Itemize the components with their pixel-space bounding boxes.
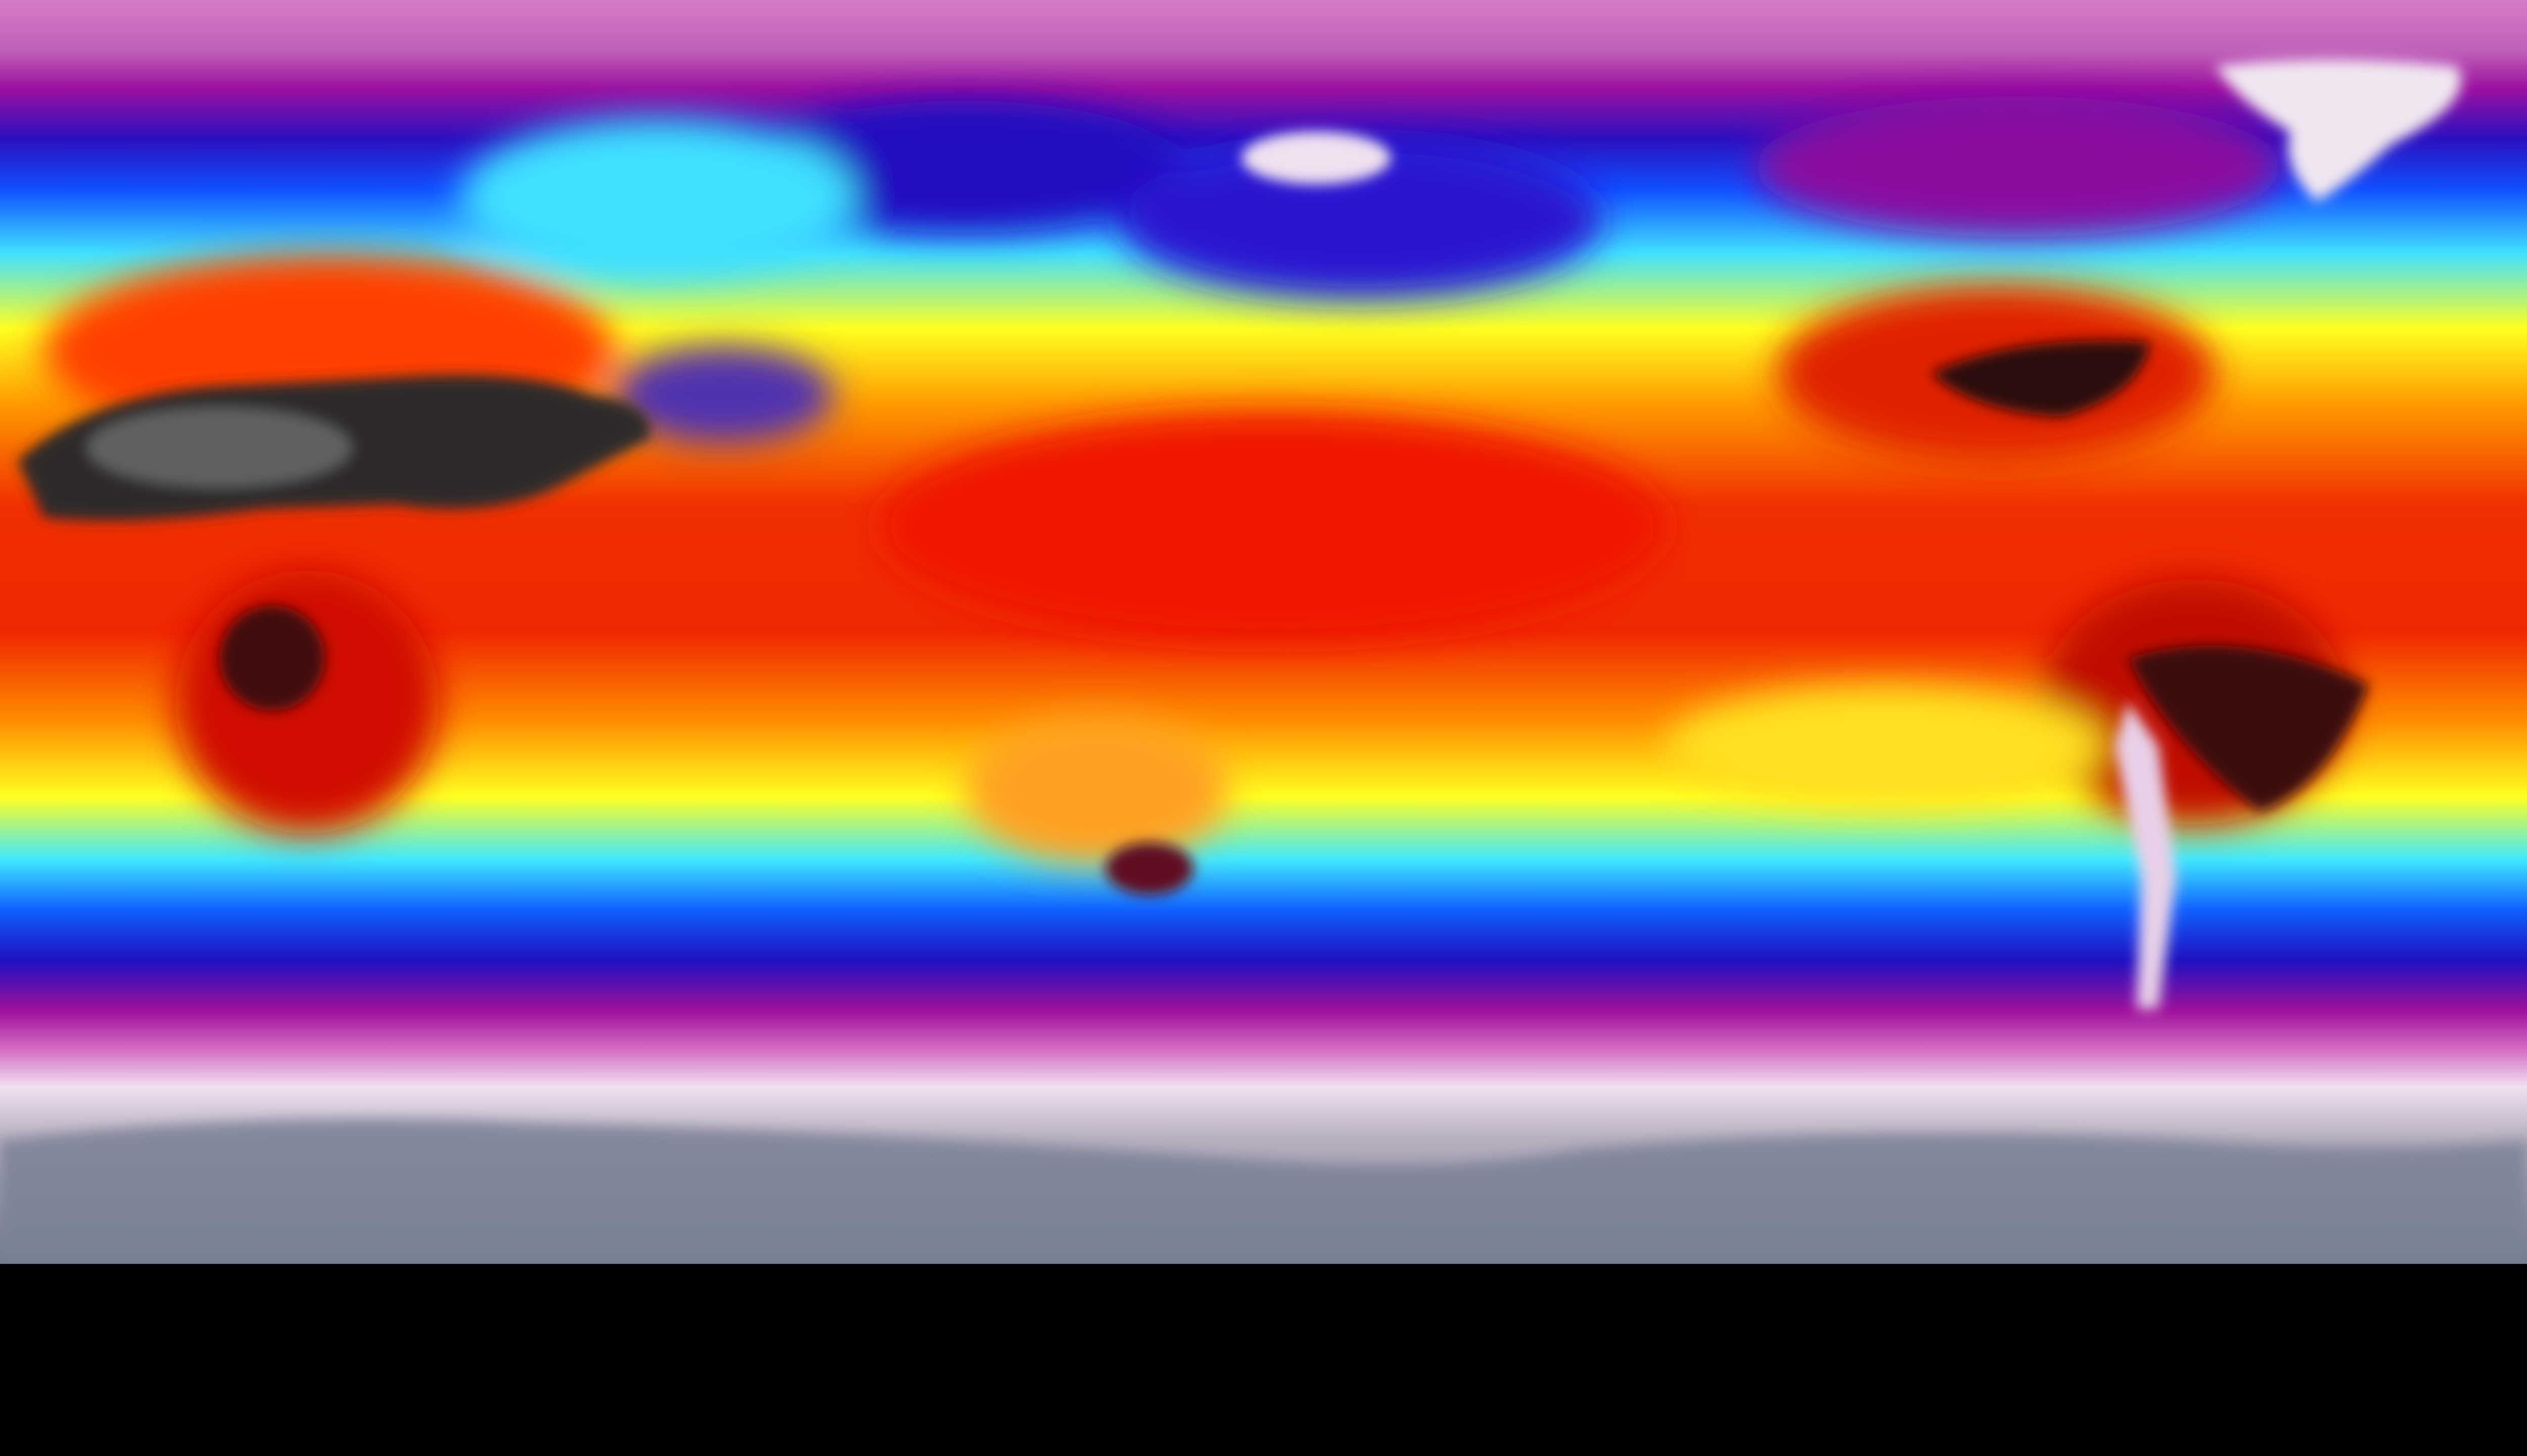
pacific-warm-pool (877, 412, 1667, 641)
east-pacific-yellow (1667, 684, 2106, 808)
tibet-cold-region (614, 346, 834, 443)
north-pacific-cold-region (1118, 140, 1602, 299)
central-africa-dark (219, 605, 325, 711)
greenland-ice (2215, 59, 2461, 202)
amazon-dark-region (2128, 645, 2369, 812)
southern-africa-hot (175, 570, 439, 834)
australia-mild (965, 715, 1229, 865)
andes-cold-strip (2115, 701, 2176, 1009)
antarctica-ice (0, 1119, 2527, 1264)
siberia-white-patch (1241, 131, 1391, 184)
sahara-gray-highlight (87, 408, 351, 487)
australia-southeast-dark (1105, 842, 1194, 895)
europe-cyan-region (460, 118, 856, 276)
north-america-dark-region (1930, 340, 2150, 417)
siberia-cold-region (745, 101, 1185, 233)
canada-cold-region (1755, 96, 2281, 237)
temperature-world-map (0, 0, 2527, 1264)
